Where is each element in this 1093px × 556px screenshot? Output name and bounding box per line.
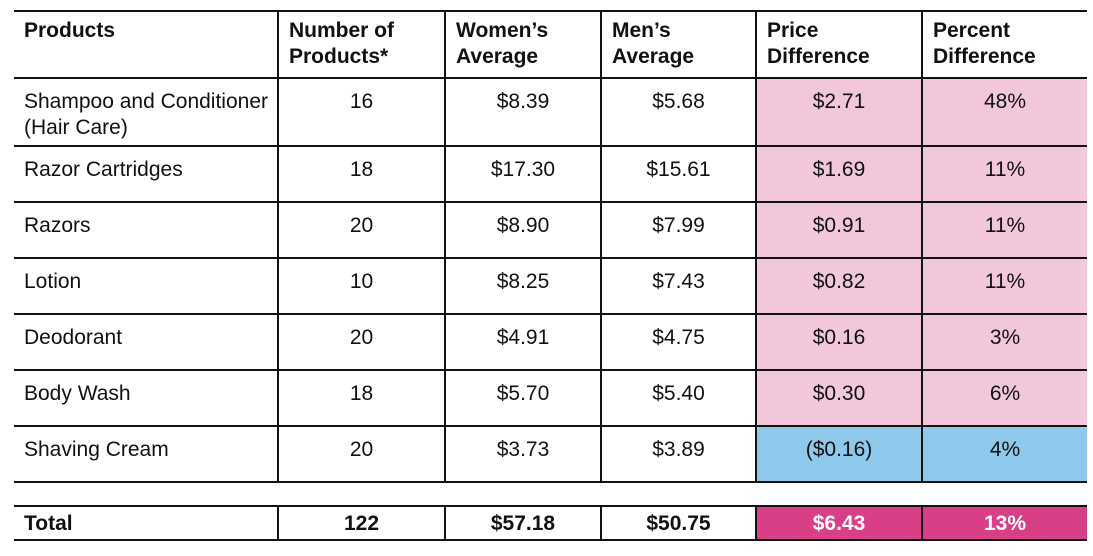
- price-difference-cell: $0.30: [755, 369, 922, 426]
- price-difference-cell: $2.71: [755, 77, 922, 146]
- product-count-cell: 20: [277, 425, 445, 482]
- product-name-cell: Body Wash: [14, 369, 278, 426]
- product-count-cell: 18: [277, 145, 445, 202]
- table-row: Body Wash 18 $5.70 $5.40 $0.30 6%: [14, 369, 1087, 426]
- total-price-difference: $6.43: [755, 506, 922, 540]
- table-row: Lotion 10 $8.25 $7.43 $0.82 11%: [14, 257, 1087, 314]
- womens-average-cell: $8.90: [444, 201, 601, 258]
- total-count: 122: [277, 506, 445, 540]
- header-products: Products: [24, 19, 116, 42]
- womens-average-cell: $8.25: [444, 257, 601, 314]
- percent-difference-cell: 11%: [921, 257, 1087, 314]
- percent-difference-cell: 11%: [921, 201, 1087, 258]
- header-mens-average: Men’s Average: [600, 11, 756, 78]
- table-row: Razor Cartridges 18 $17.30 $15.61 $1.69 11%: [14, 145, 1087, 202]
- mens-average-cell: $3.89: [600, 425, 756, 482]
- price-difference-cell: $0.16: [755, 313, 922, 370]
- mens-average-cell: $15.61: [600, 145, 756, 202]
- mens-average-cell: $5.40: [600, 369, 756, 426]
- percent-difference-cell: 48%: [921, 77, 1087, 146]
- header-number-of-products: Number of Products*: [277, 11, 445, 78]
- price-difference-cell: $0.82: [755, 257, 922, 314]
- percent-difference-cell: 11%: [921, 145, 1087, 202]
- product-count-cell: 20: [277, 313, 445, 370]
- table-row: Deodorant 20 $4.91 $4.75 $0.16 3%: [14, 313, 1087, 370]
- price-comparison-table: Products Number of Products* Women’s Ave…: [14, 10, 1087, 483]
- table-row: Shampoo and Conditioner (Hair Care) 16 $8.…: [14, 77, 1087, 146]
- mens-average-cell: $4.75: [600, 313, 756, 370]
- percent-difference-cell: 6%: [921, 369, 1087, 426]
- womens-average-cell: $4.91: [444, 313, 601, 370]
- table-row: Razors 20 $8.90 $7.99 $0.91 11%: [14, 201, 1087, 258]
- product-count-cell: 18: [277, 369, 445, 426]
- product-count-cell: 10: [277, 257, 445, 314]
- table-row: Shaving Cream 20 $3.73 $3.89 ($0.16) 4%: [14, 425, 1087, 482]
- percent-difference-cell: 3%: [921, 313, 1087, 370]
- womens-average-cell: $17.30: [444, 145, 601, 202]
- womens-average-cell: $3.73: [444, 425, 601, 482]
- price-difference-cell: ($0.16): [755, 425, 922, 482]
- table-header-row: Products Number of Products* Women’s Ave…: [14, 11, 1087, 78]
- total-row: Total 122 $57.18 $50.75 $6.43 13%: [14, 506, 1087, 540]
- total-table: Total 122 $57.18 $50.75 $6.43 13%: [14, 505, 1087, 541]
- womens-average-cell: $8.39: [444, 77, 601, 146]
- product-name-cell: Razor Cartridges: [14, 145, 278, 202]
- header-price-difference: Price Difference: [755, 11, 922, 78]
- product-count-cell: 20: [277, 201, 445, 258]
- product-name-cell: Razors: [14, 201, 278, 258]
- product-count-cell: 16: [277, 77, 445, 146]
- product-name-cell: Lotion: [14, 257, 278, 314]
- product-name-cell: Shaving Cream: [14, 425, 278, 482]
- price-difference-cell: $1.69: [755, 145, 922, 202]
- mens-average-cell: $7.43: [600, 257, 756, 314]
- percent-difference-cell: 4%: [921, 425, 1087, 482]
- total-label: Total: [24, 512, 73, 535]
- total-percent-difference: 13%: [921, 506, 1087, 540]
- header-womens-average: Women’s Average: [444, 11, 601, 78]
- mens-average-cell: $7.99: [600, 201, 756, 258]
- total-womens-average: $57.18: [444, 506, 601, 540]
- price-difference-cell: $0.91: [755, 201, 922, 258]
- womens-average-cell: $5.70: [444, 369, 601, 426]
- total-mens-average: $50.75: [600, 506, 756, 540]
- product-name-cell: Shampoo and Conditioner (Hair Care): [14, 77, 278, 146]
- mens-average-cell: $5.68: [600, 77, 756, 146]
- product-name-cell: Deodorant: [14, 313, 278, 370]
- header-percent-difference: Percent Difference: [921, 11, 1087, 78]
